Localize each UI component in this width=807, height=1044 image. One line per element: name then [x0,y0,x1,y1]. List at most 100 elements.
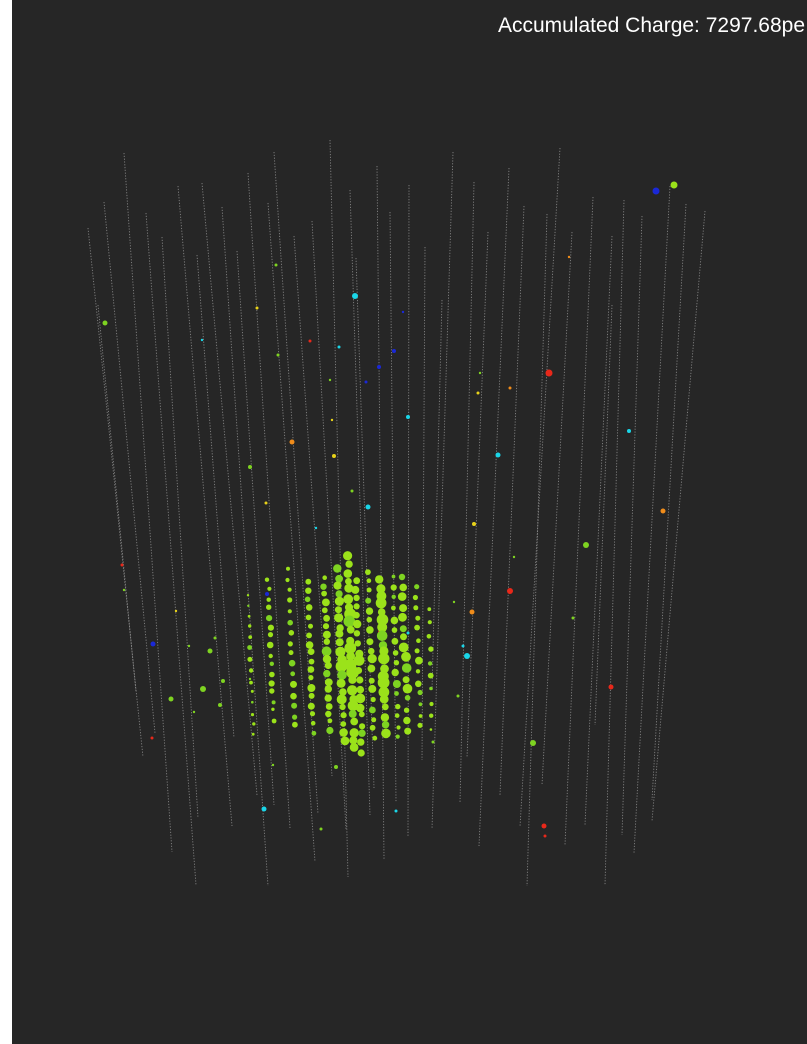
hit-marker [174,609,178,613]
hit-marker [377,365,381,369]
hit-marker [335,660,348,673]
hit-marker [261,806,267,812]
hit-marker [367,664,376,673]
hit-marker [343,551,353,561]
hit-marker [350,717,359,726]
hit-marker [120,563,124,567]
detector-string-line [376,165,385,860]
hit-marker [308,658,315,665]
detector-string-line [407,184,410,837]
hit-marker [267,624,274,631]
hit-marker [335,574,343,583]
hit-marker [326,726,334,735]
hit-marker [366,587,372,593]
hit-marker [399,583,408,592]
hit-marker [418,714,423,718]
hit-marker [248,677,252,681]
hit-marker [495,452,501,458]
hit-marker [354,640,361,647]
hit-marker [368,677,375,684]
hit-marker [393,660,400,666]
hit-marker [413,605,419,611]
hit-marker [168,696,174,702]
hit-marker [290,680,297,688]
hit-marker [308,339,312,343]
hit-marker [355,693,366,704]
hit-marker [218,703,222,707]
hit-marker [336,678,346,688]
event-display-viewport[interactable]: Accumulated Charge: 7297.68pe [12,0,807,1044]
hit-marker [287,619,294,626]
hit-marker [322,654,332,664]
hit-marker [102,320,108,326]
hit-marker [335,629,344,638]
hit-marker [250,713,255,717]
hit-marker [381,703,389,711]
hit-marker [476,391,480,395]
hit-marker [670,181,678,189]
hit-marker [353,603,360,610]
hit-marker [356,676,364,684]
hit-marker [375,597,387,609]
hit-marker [353,630,361,637]
hit-marker [353,619,362,629]
hit-marker [268,680,275,687]
hit-marker [213,636,217,640]
hit-marker [365,504,371,510]
detector-string-line [594,304,613,726]
hit-marker [415,615,421,621]
hit-marker [347,685,358,696]
hit-marker [392,650,399,656]
hit-marker [348,709,357,718]
detector-string-line [236,250,275,806]
detector-string-line [329,139,349,878]
hit-marker [399,625,407,633]
hit-marker [248,624,252,628]
hit-marker [324,685,332,693]
hit-marker [327,718,333,724]
hit-marker [541,823,547,829]
hit-marker [307,702,315,710]
hit-marker [251,700,254,704]
hit-marker [414,624,420,631]
hit-marker [399,604,408,613]
hit-marker [543,834,547,838]
hit-marker [269,661,274,666]
detector-string-line [478,167,510,847]
hit-marker [377,608,386,616]
hit-marker [429,701,434,707]
hit-marker [267,632,274,638]
hit-marker [150,641,156,647]
hit-marker [339,688,347,696]
hit-marker [200,338,204,342]
hit-marker [307,648,315,655]
hit-marker [286,566,290,571]
hit-marker [652,187,660,195]
detector-3d-scene[interactable] [12,0,807,1044]
hit-marker [249,680,253,685]
hit-marker [288,659,296,667]
detector-string-line [651,210,706,822]
hit-marker [377,676,390,689]
hit-marker [398,573,406,581]
hit-marker [417,689,423,696]
hit-marker [403,716,411,725]
hit-marker [345,560,353,568]
hit-marker [287,609,292,614]
hit-marker [274,263,278,267]
hit-marker [268,653,273,659]
hit-marker [353,594,360,602]
hit-marker [364,380,368,384]
hit-marker [308,623,313,629]
hit-marker [221,679,225,683]
hit-marker [627,429,631,433]
hit-marker [608,684,614,690]
hit-marker [379,694,389,704]
hit-marker [330,418,334,422]
hit-marker [187,644,191,648]
hit-marker [334,613,344,623]
hit-marker [400,633,407,641]
hit-marker [349,736,358,745]
detector-string-line [196,254,235,739]
hit-marker [335,646,346,658]
